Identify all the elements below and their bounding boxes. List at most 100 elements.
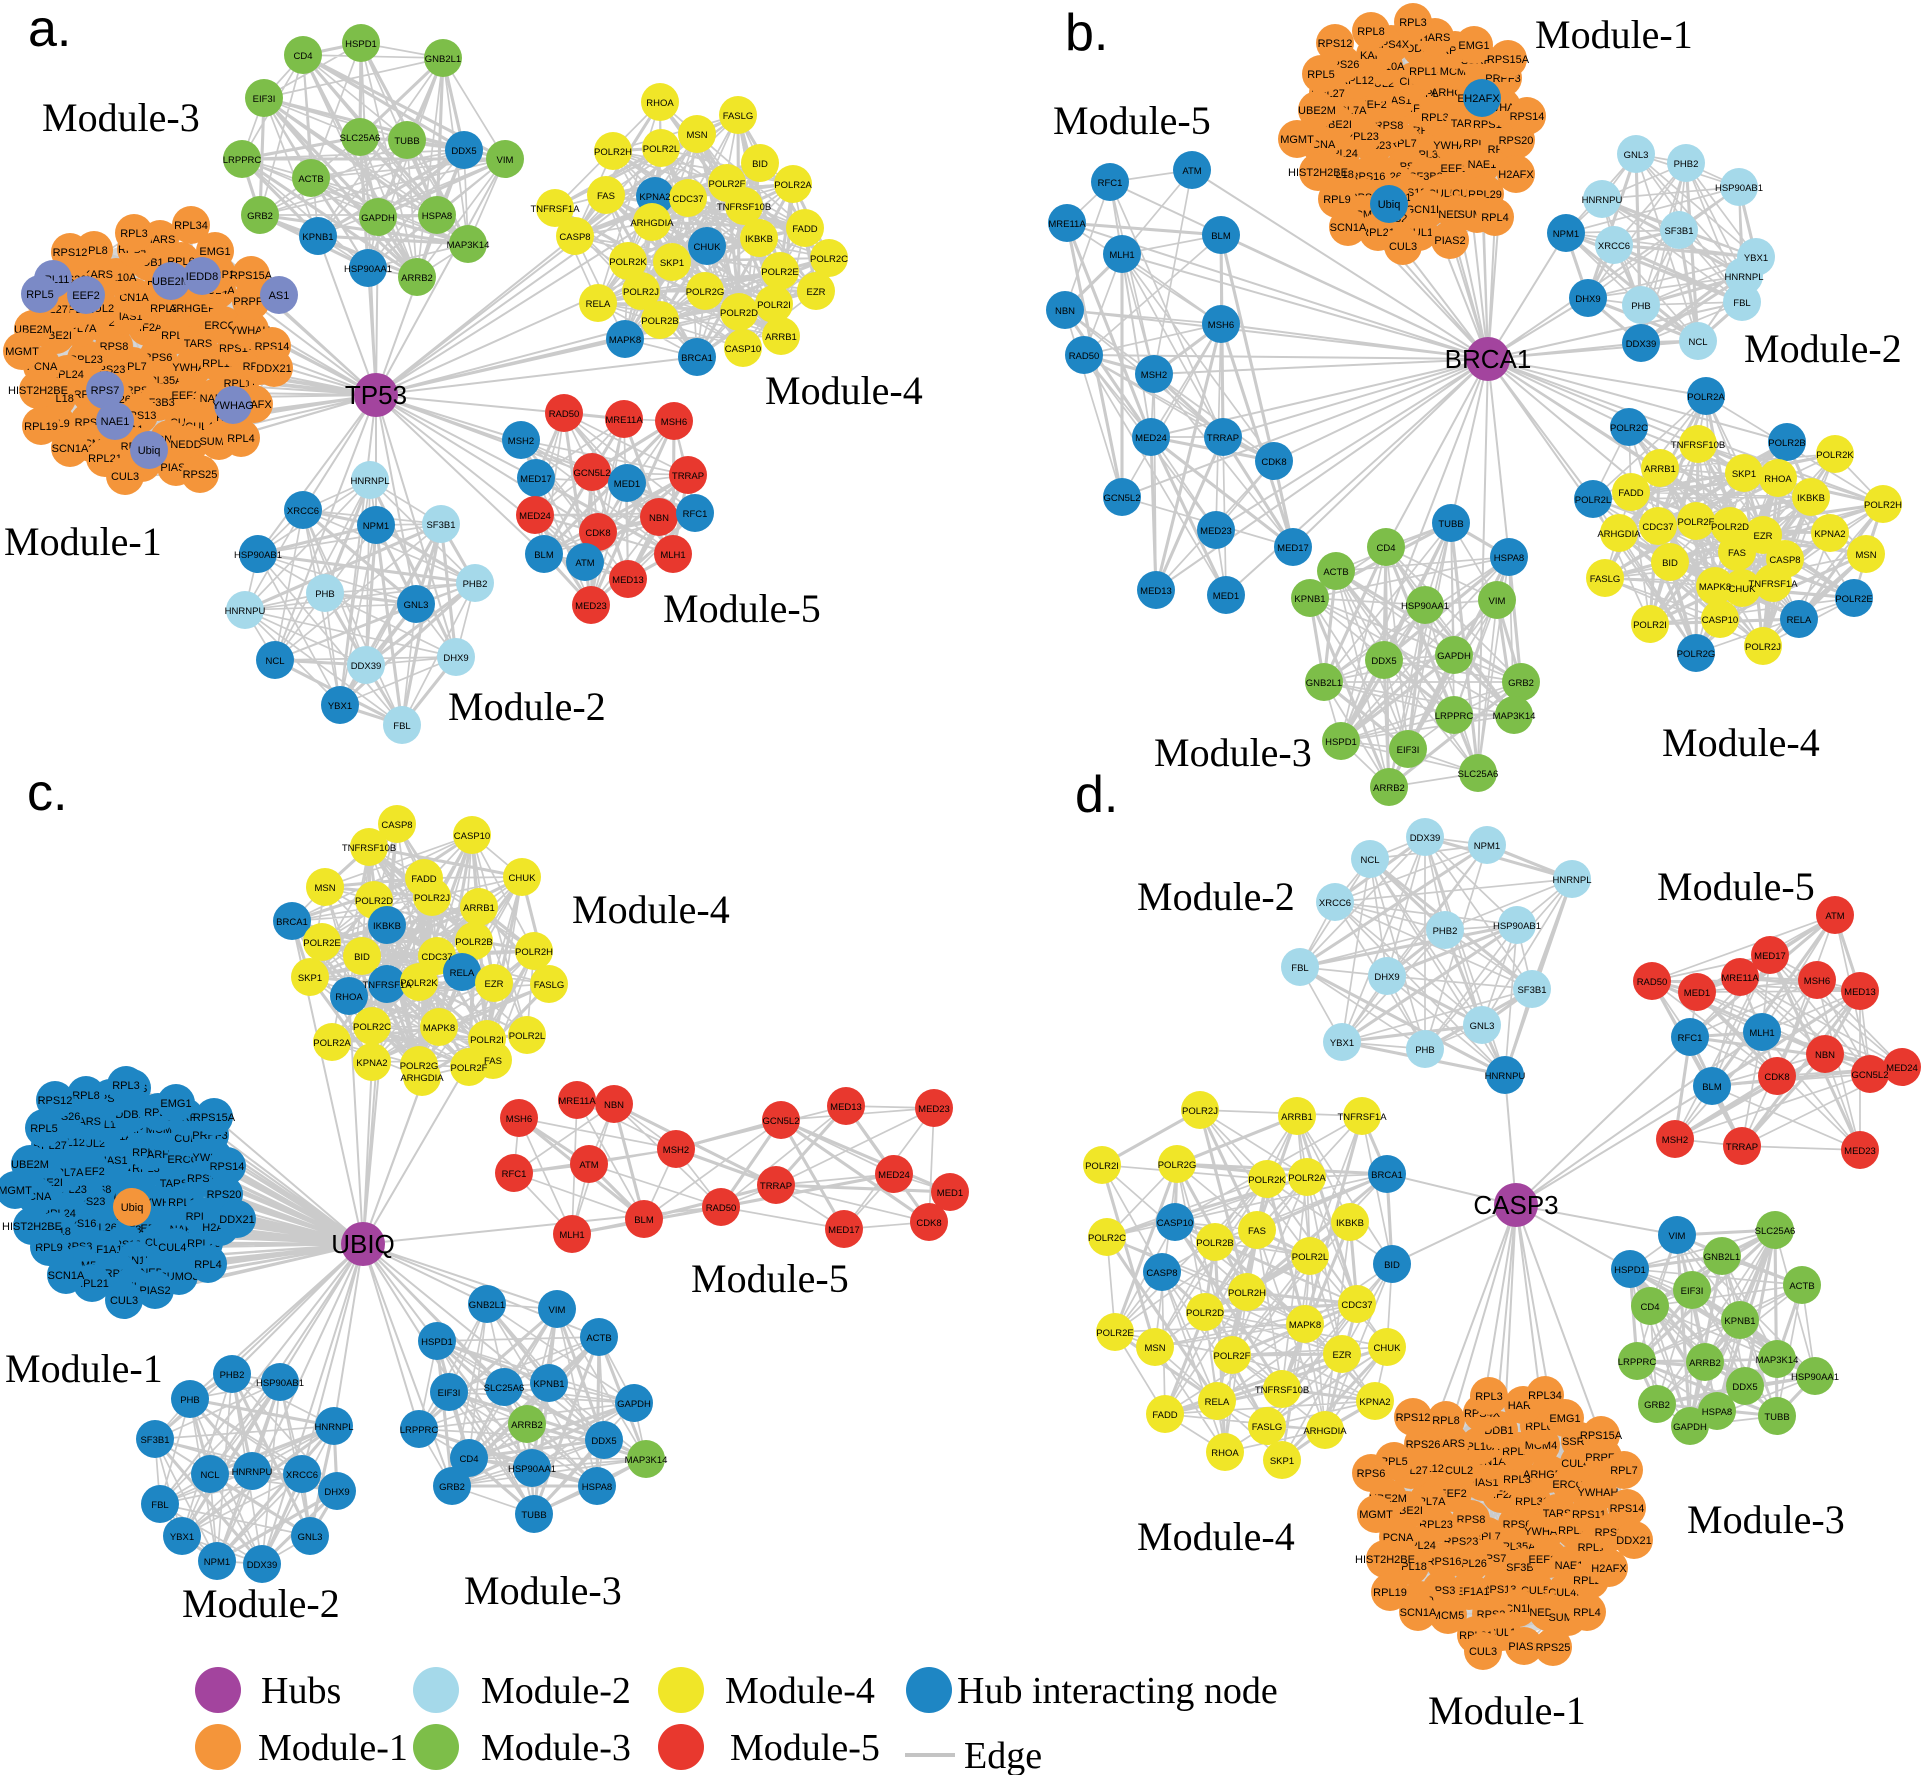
svg-text:HSPA8: HSPA8 <box>1702 1407 1732 1418</box>
svg-text:HNRNPU: HNRNPU <box>225 606 266 617</box>
svg-text:MED17: MED17 <box>1754 951 1786 962</box>
svg-text:SKP1: SKP1 <box>298 973 322 984</box>
svg-text:RPS26: RPS26 <box>1406 1439 1441 1451</box>
svg-text:MSH2: MSH2 <box>1141 370 1167 381</box>
svg-text:GRB2: GRB2 <box>247 211 273 222</box>
svg-text:RPS20: RPS20 <box>1499 135 1534 147</box>
svg-text:ARHGDIA: ARHGDIA <box>1597 529 1641 540</box>
svg-text:ACTB: ACTB <box>586 1333 611 1344</box>
svg-text:YWHAH: YWHAH <box>1578 1487 1619 1499</box>
svg-text:CD4: CD4 <box>459 1454 478 1465</box>
svg-text:Ubiq: Ubiq <box>1378 199 1401 211</box>
svg-text:ARRB1: ARRB1 <box>765 332 797 343</box>
svg-text:RPL3: RPL3 <box>120 228 148 240</box>
svg-text:CN1A: CN1A <box>119 292 149 304</box>
svg-text:UBE2M: UBE2M <box>1298 105 1336 117</box>
svg-text:d.: d. <box>1075 766 1118 824</box>
svg-text:MED17: MED17 <box>828 1225 860 1236</box>
svg-text:MED1: MED1 <box>1684 988 1710 999</box>
svg-text:MRE11A: MRE11A <box>1721 973 1759 984</box>
svg-text:a.: a. <box>28 0 71 58</box>
svg-text:ATM: ATM <box>1825 911 1844 922</box>
svg-text:UBIQ: UBIQ <box>331 1229 395 1259</box>
svg-text:DDX21: DDX21 <box>1616 1535 1651 1547</box>
svg-text:MSN: MSN <box>314 883 335 894</box>
svg-text:MED24: MED24 <box>1886 1063 1918 1074</box>
svg-text:POLR2F: POLR2F <box>1678 517 1715 528</box>
svg-text:BLM: BLM <box>1211 231 1231 242</box>
svg-text:MSH6: MSH6 <box>1804 976 1830 987</box>
svg-text:DHX9: DHX9 <box>1374 972 1399 983</box>
svg-text:ARRB1: ARRB1 <box>463 903 495 914</box>
svg-text:POLR2D: POLR2D <box>1186 1308 1224 1319</box>
svg-text:GAPDH: GAPDH <box>1673 1422 1707 1433</box>
svg-text:CASP8: CASP8 <box>381 820 412 831</box>
svg-text:MED13: MED13 <box>1844 987 1876 998</box>
svg-text:POLR2F: POLR2F <box>451 1063 488 1074</box>
svg-text:NCL: NCL <box>1688 337 1707 348</box>
svg-text:HNRNPL: HNRNPL <box>314 1422 353 1433</box>
svg-text:CUL4B: CUL4B <box>158 1242 193 1254</box>
svg-text:KPNA2: KPNA2 <box>1814 529 1845 540</box>
svg-text:MED13: MED13 <box>1140 586 1172 597</box>
svg-text:PHB2: PHB2 <box>463 579 488 590</box>
svg-text:VIM: VIM <box>497 155 514 166</box>
svg-text:XRCC6: XRCC6 <box>1319 898 1351 909</box>
svg-text:HARS: HARS <box>1420 32 1451 44</box>
svg-text:Module-5: Module-5 <box>730 1727 880 1769</box>
svg-text:FAS: FAS <box>1248 1226 1266 1237</box>
svg-text:Module-1: Module-1 <box>5 1346 163 1391</box>
svg-text:RPS12: RPS12 <box>1318 38 1353 50</box>
svg-text:HSP90AB1: HSP90AB1 <box>1715 183 1763 194</box>
svg-text:FASLG: FASLG <box>534 980 565 991</box>
svg-text:BRCA1: BRCA1 <box>276 917 308 928</box>
svg-text:HNRNPL: HNRNPL <box>1724 272 1763 283</box>
svg-text:IKBKB: IKBKB <box>745 234 773 245</box>
svg-text:MED23: MED23 <box>1844 1146 1876 1157</box>
svg-text:RELA: RELA <box>586 299 611 310</box>
svg-text:MLH1: MLH1 <box>1749 1028 1774 1039</box>
svg-text:TNFRSF10B: TNFRSF10B <box>717 202 771 213</box>
svg-text:RFC1: RFC1 <box>502 1169 527 1180</box>
svg-text:EMG1: EMG1 <box>1458 40 1489 52</box>
svg-text:POLR2G: POLR2G <box>1677 649 1716 660</box>
svg-text:SF3B1: SF3B1 <box>1664 226 1693 237</box>
svg-text:GNB2L1: GNB2L1 <box>1306 678 1342 689</box>
svg-text:ACTB: ACTB <box>298 174 323 185</box>
svg-text:CASP3: CASP3 <box>1473 1190 1558 1220</box>
svg-text:c.: c. <box>27 764 67 822</box>
svg-text:RFC1: RFC1 <box>1678 1033 1703 1044</box>
svg-text:CD4: CD4 <box>1376 543 1395 554</box>
svg-text:POLR2B: POLR2B <box>1196 1238 1234 1249</box>
svg-text:GNL3: GNL3 <box>298 1532 323 1543</box>
svg-text:MGMT: MGMT <box>5 346 39 358</box>
svg-text:Ubiq: Ubiq <box>121 1202 144 1214</box>
svg-text:RPS12: RPS12 <box>38 1095 73 1107</box>
svg-text:DDX21: DDX21 <box>219 1214 254 1226</box>
svg-text:HNRNPU: HNRNPU <box>1582 195 1623 206</box>
svg-text:RPL4: RPL4 <box>227 433 255 445</box>
svg-text:POLR2E: POLR2E <box>1096 1328 1134 1339</box>
svg-text:HNRNPL: HNRNPL <box>1552 875 1591 886</box>
svg-text:RELA: RELA <box>1205 1397 1230 1408</box>
svg-text:KPNA2: KPNA2 <box>1359 1397 1390 1408</box>
svg-text:RPS12: RPS12 <box>53 247 88 259</box>
svg-text:RPL8: RPL8 <box>1357 26 1385 38</box>
svg-text:POLR2A: POLR2A <box>774 180 812 191</box>
svg-text:POLR2G: POLR2G <box>686 287 725 298</box>
svg-text:RPL9: RPL9 <box>1323 194 1351 206</box>
svg-text:POLR2L: POLR2L <box>643 144 679 155</box>
svg-text:POLR2J: POLR2J <box>414 893 450 904</box>
svg-text:Module-4: Module-4 <box>725 1670 875 1712</box>
svg-text:NCL: NCL <box>200 1470 219 1481</box>
svg-text:CUL3: CUL3 <box>110 1295 138 1307</box>
svg-text:RPL30: RPL30 <box>1503 1474 1537 1486</box>
svg-text:CDK8: CDK8 <box>916 1218 941 1229</box>
svg-text:LRPPRC: LRPPRC <box>223 155 262 166</box>
svg-text:CDC37: CDC37 <box>421 952 452 963</box>
svg-text:CD4: CD4 <box>1640 1302 1659 1313</box>
svg-text:CUL3: CUL3 <box>1469 1646 1497 1658</box>
svg-text:FAS: FAS <box>597 191 615 202</box>
svg-text:MAP3K14: MAP3K14 <box>1756 1355 1799 1366</box>
svg-text:RPL7: RPL7 <box>1610 1465 1638 1477</box>
